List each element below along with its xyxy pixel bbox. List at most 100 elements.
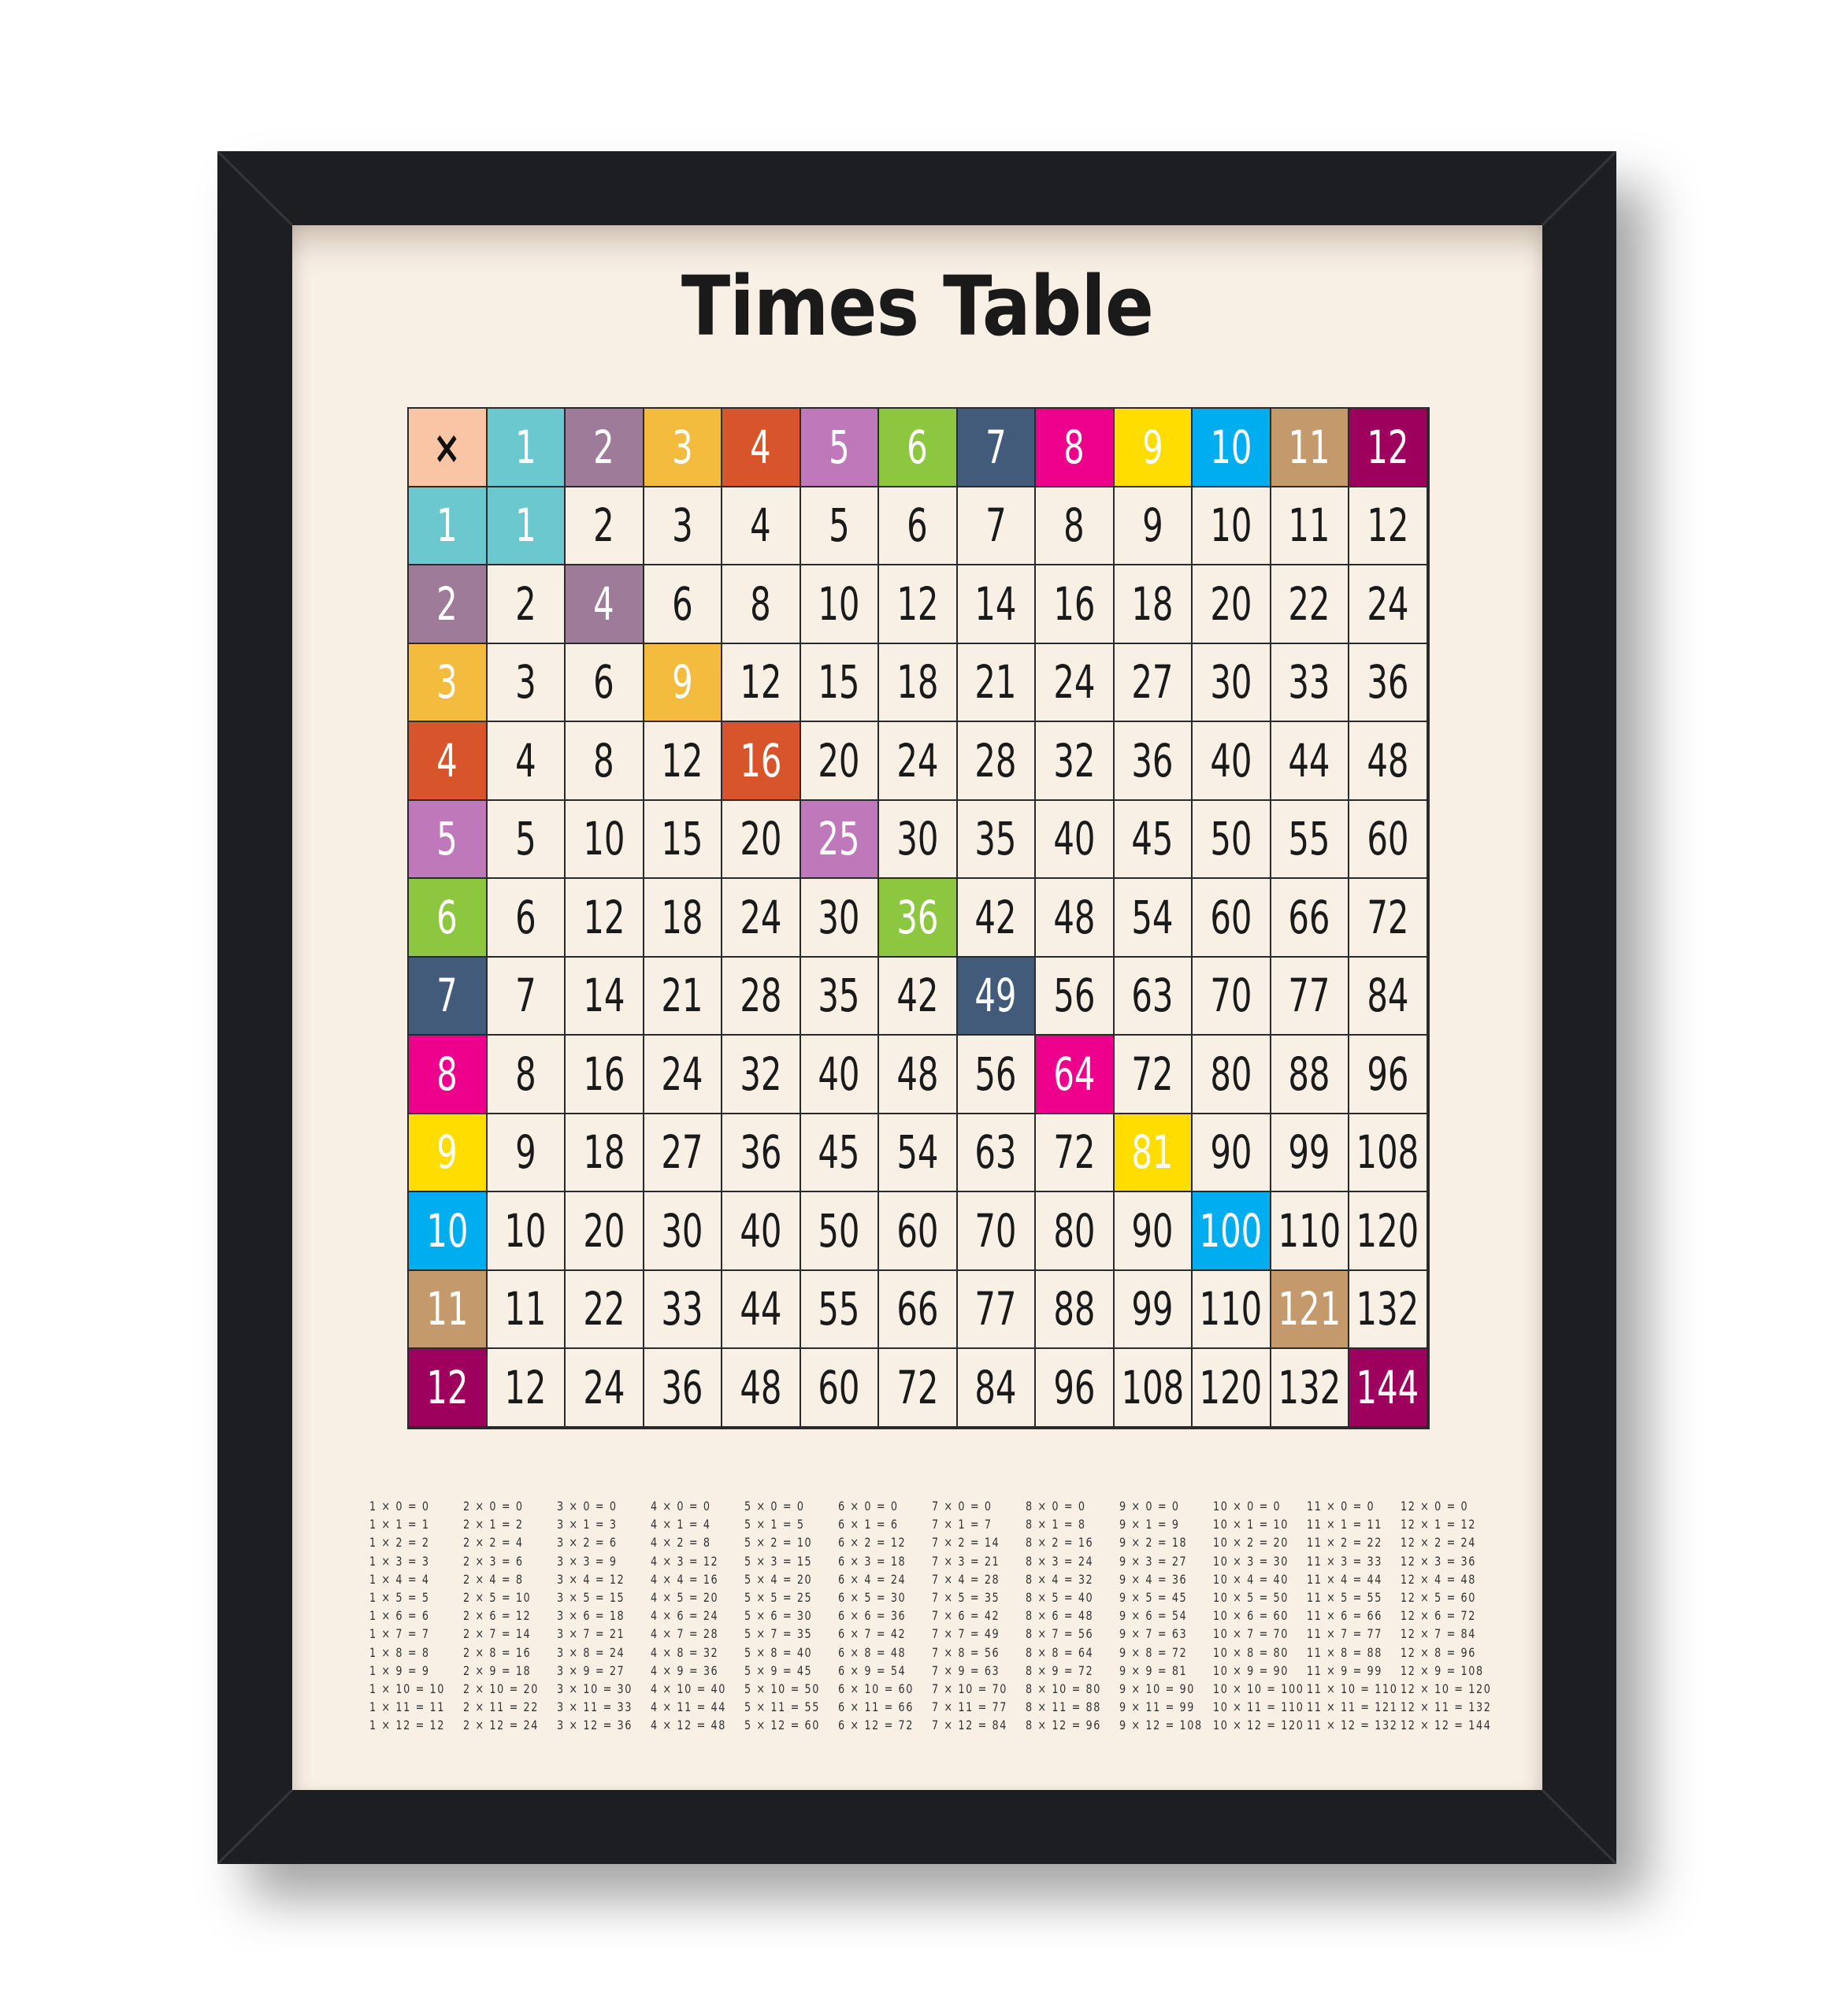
column-header: 5 [800, 409, 879, 487]
fact-line: 2 × 5 = 10 [463, 1588, 557, 1606]
fact-line: 12 × 6 = 72 [1401, 1606, 1494, 1625]
fact-text: 1 × 7 = 7 [369, 1626, 430, 1642]
fact-text: 9 × 3 = 27 [1119, 1553, 1188, 1569]
fact-text: 4 × 1 = 4 [651, 1517, 711, 1532]
fact-text: 12 × 10 = 120 [1401, 1681, 1492, 1696]
fact-text: 11 × 1 = 11 [1307, 1517, 1383, 1532]
product-cell: 80 [1193, 1036, 1271, 1114]
product-cell-text: 24 [1367, 576, 1409, 631]
fact-line: 1 × 1 = 1 [369, 1515, 463, 1533]
product-cell: 72 [1349, 879, 1428, 958]
product-cell: 54 [1114, 879, 1193, 958]
fact-text: 10 × 12 = 120 [1213, 1718, 1304, 1733]
fact-text: 11 × 6 = 66 [1307, 1608, 1383, 1624]
row-header: 2 [409, 565, 488, 644]
product-cell: 12 [487, 1349, 566, 1428]
corner-multiply-cell-text: × [433, 420, 462, 474]
product-cell: 6 [879, 487, 958, 565]
fact-line: 10 × 8 = 80 [1213, 1644, 1307, 1662]
square-cell-text: 16 [740, 733, 782, 788]
fact-text: 4 × 4 = 16 [651, 1571, 719, 1587]
fact-text: 2 × 1 = 2 [463, 1517, 524, 1532]
row-header-text: 12 [426, 1360, 469, 1414]
fact-line: 12 × 12 = 144 [1401, 1716, 1494, 1734]
product-cell: 72 [879, 1349, 958, 1428]
product-cell: 132 [1349, 1270, 1428, 1349]
fact-line: 9 × 5 = 45 [1119, 1588, 1213, 1606]
product-cell-text: 70 [974, 1203, 1017, 1258]
fact-text: 5 × 12 = 60 [744, 1718, 821, 1733]
product-cell-text: 84 [974, 1360, 1017, 1414]
square-cell: 64 [1036, 1036, 1115, 1114]
fact-text: 7 × 8 = 56 [932, 1644, 1000, 1660]
product-cell: 99 [1271, 1114, 1349, 1192]
fact-line: 10 × 3 = 30 [1213, 1552, 1307, 1570]
fact-line: 6 × 5 = 30 [838, 1588, 932, 1606]
fact-line: 10 × 9 = 90 [1213, 1662, 1307, 1680]
fact-text: 11 × 12 = 132 [1307, 1718, 1398, 1733]
fact-text: 3 × 9 = 27 [557, 1662, 625, 1678]
product-cell-text: 22 [1288, 576, 1330, 631]
fact-text: 2 × 6 = 12 [463, 1608, 532, 1624]
product-cell: 33 [1271, 643, 1349, 722]
product-cell-text: 30 [661, 1203, 703, 1258]
fact-text: 3 × 2 = 6 [557, 1535, 618, 1551]
fact-line: 3 × 4 = 12 [557, 1570, 651, 1588]
fact-text: 10 × 11 = 110 [1213, 1699, 1304, 1715]
product-cell-text: 30 [1210, 655, 1252, 710]
product-cell: 110 [1193, 1270, 1271, 1349]
product-cell: 40 [722, 1192, 801, 1271]
fact-text: 2 × 4 = 8 [463, 1571, 524, 1587]
fact-line: 3 × 8 = 24 [557, 1644, 651, 1662]
product-cell: 99 [1114, 1270, 1193, 1349]
product-cell: 90 [1114, 1192, 1193, 1271]
fact-line: 10 × 5 = 50 [1213, 1588, 1307, 1606]
fact-text: 1 × 9 = 9 [369, 1662, 430, 1678]
fact-line: 4 × 2 = 8 [651, 1533, 744, 1551]
product-cell: 66 [879, 1270, 958, 1349]
column-header-text: 9 [1141, 420, 1163, 474]
fact-line: 8 × 12 = 96 [1026, 1716, 1119, 1734]
fact-text: 11 × 8 = 88 [1307, 1644, 1383, 1660]
product-cell-text: 12 [504, 1360, 547, 1414]
fact-text: 7 × 12 = 84 [932, 1718, 1008, 1733]
product-cell-text: 36 [1367, 655, 1409, 710]
fact-text: 5 × 7 = 35 [744, 1626, 813, 1642]
product-cell-text: 63 [974, 1125, 1017, 1180]
fact-line: 6 × 6 = 36 [838, 1606, 932, 1625]
fact-line: 5 × 4 = 20 [744, 1570, 838, 1588]
product-cell-text: 36 [740, 1125, 782, 1180]
fact-text: 4 × 3 = 12 [651, 1553, 719, 1569]
product-cell-text: 8 [593, 733, 615, 788]
fact-text: 9 × 8 = 72 [1119, 1644, 1188, 1660]
fact-line: 10 × 0 = 0 [1213, 1497, 1307, 1515]
fact-text: 9 × 12 = 108 [1119, 1718, 1203, 1733]
product-cell-text: 66 [896, 1282, 939, 1336]
fact-text: 1 × 2 = 2 [369, 1535, 430, 1551]
product-cell-text: 16 [1053, 576, 1096, 631]
fact-line: 12 × 10 = 120 [1401, 1680, 1494, 1698]
fact-text: 9 × 1 = 9 [1119, 1517, 1180, 1532]
fact-text: 3 × 8 = 24 [557, 1644, 625, 1660]
fact-line: 9 × 10 = 90 [1119, 1680, 1213, 1698]
fact-text: 6 × 4 = 24 [838, 1571, 907, 1587]
product-cell: 56 [957, 1036, 1036, 1114]
column-header-text: 3 [671, 420, 693, 474]
product-cell-text: 48 [896, 1047, 939, 1101]
product-cell-text: 12 [740, 655, 782, 710]
poster-title: Times Table [292, 258, 1542, 354]
product-cell: 28 [722, 957, 801, 1036]
product-cell-text: 120 [1199, 1360, 1263, 1414]
product-cell: 3 [644, 487, 722, 565]
product-cell-text: 90 [1210, 1125, 1252, 1180]
fact-text: 9 × 4 = 36 [1119, 1571, 1188, 1587]
product-cell: 12 [566, 879, 644, 958]
product-cell: 2 [566, 487, 644, 565]
product-cell: 15 [800, 643, 879, 722]
fact-line: 5 × 5 = 25 [744, 1588, 838, 1606]
fact-line: 11 × 5 = 55 [1307, 1588, 1401, 1606]
product-cell: 6 [566, 643, 644, 722]
fact-text: 7 × 0 = 0 [932, 1499, 992, 1514]
facts-column: 2 × 0 = 0 2 × 1 = 2 2 × 2 = 4 2 × 3 = 6 2 × … [463, 1497, 557, 1734]
fact-line: 3 × 12 = 36 [557, 1716, 651, 1734]
